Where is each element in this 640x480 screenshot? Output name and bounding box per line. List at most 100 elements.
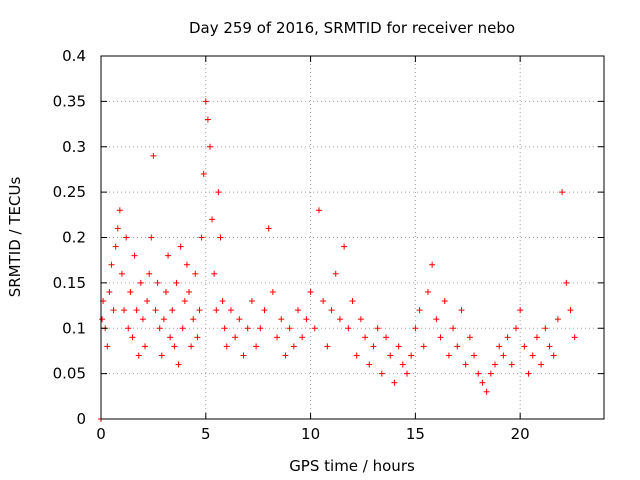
data-point [546,343,553,350]
data-point [144,298,151,305]
data-point [106,288,113,295]
data-point [567,307,574,314]
data-point [550,352,557,359]
data-point [341,243,348,250]
data-point [282,352,289,359]
y-tick-label: 0.05 [53,365,86,383]
data-point [148,234,155,241]
scatter-points [98,98,578,422]
data-point [171,343,178,350]
data-point [99,316,106,323]
data-point [133,307,140,314]
data-point [253,343,260,350]
data-point [408,352,415,359]
data-point [563,279,570,286]
axis-ticks [100,55,604,420]
data-point [517,307,524,314]
data-point [504,334,511,341]
data-point [500,352,507,359]
data-point [362,334,369,341]
data-point [158,352,165,359]
x-tick-label: 5 [201,425,211,443]
y-tick-label: 0.25 [53,183,86,201]
data-point [508,361,515,368]
data-point [215,189,222,196]
data-point [383,334,390,341]
chart-title: Day 259 of 2016, SRMTID for receiver neb… [189,19,515,37]
y-axis-label: SRMTID / TECUs [6,177,24,298]
data-point [257,325,264,332]
data-point [278,316,285,323]
data-point [554,316,561,323]
data-point [529,352,536,359]
data-point [261,307,268,314]
data-point [307,288,314,295]
data-point [324,343,331,350]
data-point [533,334,540,341]
data-point [123,234,130,241]
data-point [295,307,302,314]
data-point [152,307,159,314]
data-point [162,288,169,295]
data-point [146,270,153,277]
data-point [387,352,394,359]
data-point [232,334,239,341]
data-point [437,334,444,341]
data-point [217,234,224,241]
data-point [475,370,482,377]
data-point [112,243,119,250]
data-point [156,325,163,332]
x-tick-labels: 0 5 10 15 20 [96,425,529,443]
data-point [186,288,193,295]
y-tick-label: 0 [76,410,86,428]
data-point [370,343,377,350]
data-point [188,343,195,350]
data-point [190,316,197,323]
data-point [441,298,448,305]
data-point [450,325,457,332]
data-point [183,261,190,268]
data-point [336,316,343,323]
data-point [366,361,373,368]
data-point [445,352,452,359]
data-point [135,352,142,359]
data-point [131,252,138,259]
data-point [538,361,545,368]
grid-lines [101,56,604,419]
data-point [492,361,499,368]
data-point [240,352,247,359]
data-point [403,370,410,377]
data-point [315,207,322,214]
data-point [332,270,339,277]
y-tick-label: 0.2 [62,229,86,247]
data-point [311,325,318,332]
y-tick-label: 0.1 [62,319,86,337]
data-point [114,225,121,232]
data-point [204,116,211,123]
data-point [420,343,427,350]
data-point [137,279,144,286]
x-tick-label: 15 [406,425,425,443]
data-point [274,334,281,341]
data-point [424,288,431,295]
data-point [265,225,272,232]
x-tick-label: 20 [511,425,530,443]
data-point [433,316,440,323]
y-tick-label: 0.15 [53,274,86,292]
data-point [206,143,213,150]
data-point [374,325,381,332]
data-point [290,343,297,350]
data-point [571,334,578,341]
data-point [378,370,385,377]
data-point [167,334,174,341]
data-point [412,325,419,332]
data-point [139,316,146,323]
data-point [196,307,203,314]
data-point [104,343,111,350]
data-point [458,307,465,314]
data-point [154,279,161,286]
data-point [471,352,478,359]
data-point [416,307,423,314]
data-point [169,307,176,314]
y-tick-label: 0.4 [62,47,86,65]
